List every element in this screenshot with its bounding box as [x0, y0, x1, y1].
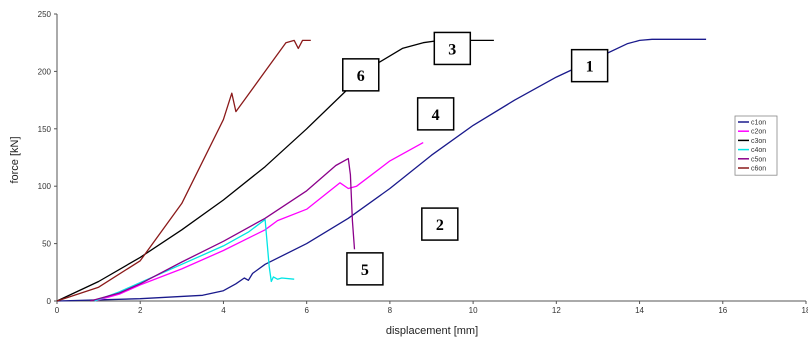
chart-annotations: 1 2 3 4 5 6 [342, 31, 609, 286]
series-line-c1on [56, 38, 707, 302]
series-line-c2on [94, 142, 424, 302]
x-tick-label: 14 [635, 306, 644, 315]
y-tick-label: 100 [38, 182, 52, 191]
annotation-label: 5 [361, 262, 369, 279]
series-line-c6on [56, 39, 311, 302]
x-axis-title: displacement [mm] [386, 325, 478, 337]
x-tick-label: 12 [552, 306, 561, 315]
y-tick-label: 250 [38, 10, 52, 19]
legend-label: c3on [751, 138, 766, 145]
x-tick-label: 6 [304, 306, 309, 315]
legend-label: c1on [751, 120, 766, 127]
x-tick-label: 8 [388, 306, 393, 315]
legend-label: c2on [751, 129, 766, 136]
chart-legend: c1on c2on c3on c4on c5on c6on [734, 115, 778, 176]
x-tick-label: 18 [802, 306, 808, 315]
annotation-label: 1 [586, 59, 594, 76]
annotation-label: 6 [357, 68, 365, 85]
x-tick-label: 2 [138, 306, 143, 315]
y-tick-label: 200 [38, 67, 52, 76]
y-tick-label: 0 [47, 297, 52, 306]
annotation-box [433, 31, 472, 66]
legend-label: c5on [751, 156, 766, 163]
series-line-c5on [90, 157, 356, 302]
annotation-box [346, 252, 384, 286]
legend-label: c4on [751, 147, 766, 154]
legend-box [734, 115, 778, 176]
x-tick-label: 4 [221, 306, 226, 315]
y-tick-label: 150 [38, 125, 52, 134]
x-tick-label: 0 [55, 306, 60, 315]
annotation-box [421, 207, 459, 241]
annotation-box [342, 58, 380, 92]
x-tick-label: 16 [718, 306, 727, 315]
x-tick-label: 10 [469, 306, 478, 315]
annotation-label: 4 [432, 107, 440, 124]
annotation-label: 3 [448, 41, 456, 58]
annotation-label: 2 [436, 217, 444, 234]
y-axis-title: force [kN] [9, 136, 21, 183]
legend-label: c6on [751, 166, 766, 173]
annotation-box [416, 97, 455, 131]
series-line-c3on [56, 39, 494, 302]
series-line-c4on [94, 218, 295, 302]
annotation-box [570, 48, 609, 83]
chart-axes: 024681012141618050100150200250 [38, 10, 808, 315]
y-tick-label: 50 [42, 240, 51, 249]
